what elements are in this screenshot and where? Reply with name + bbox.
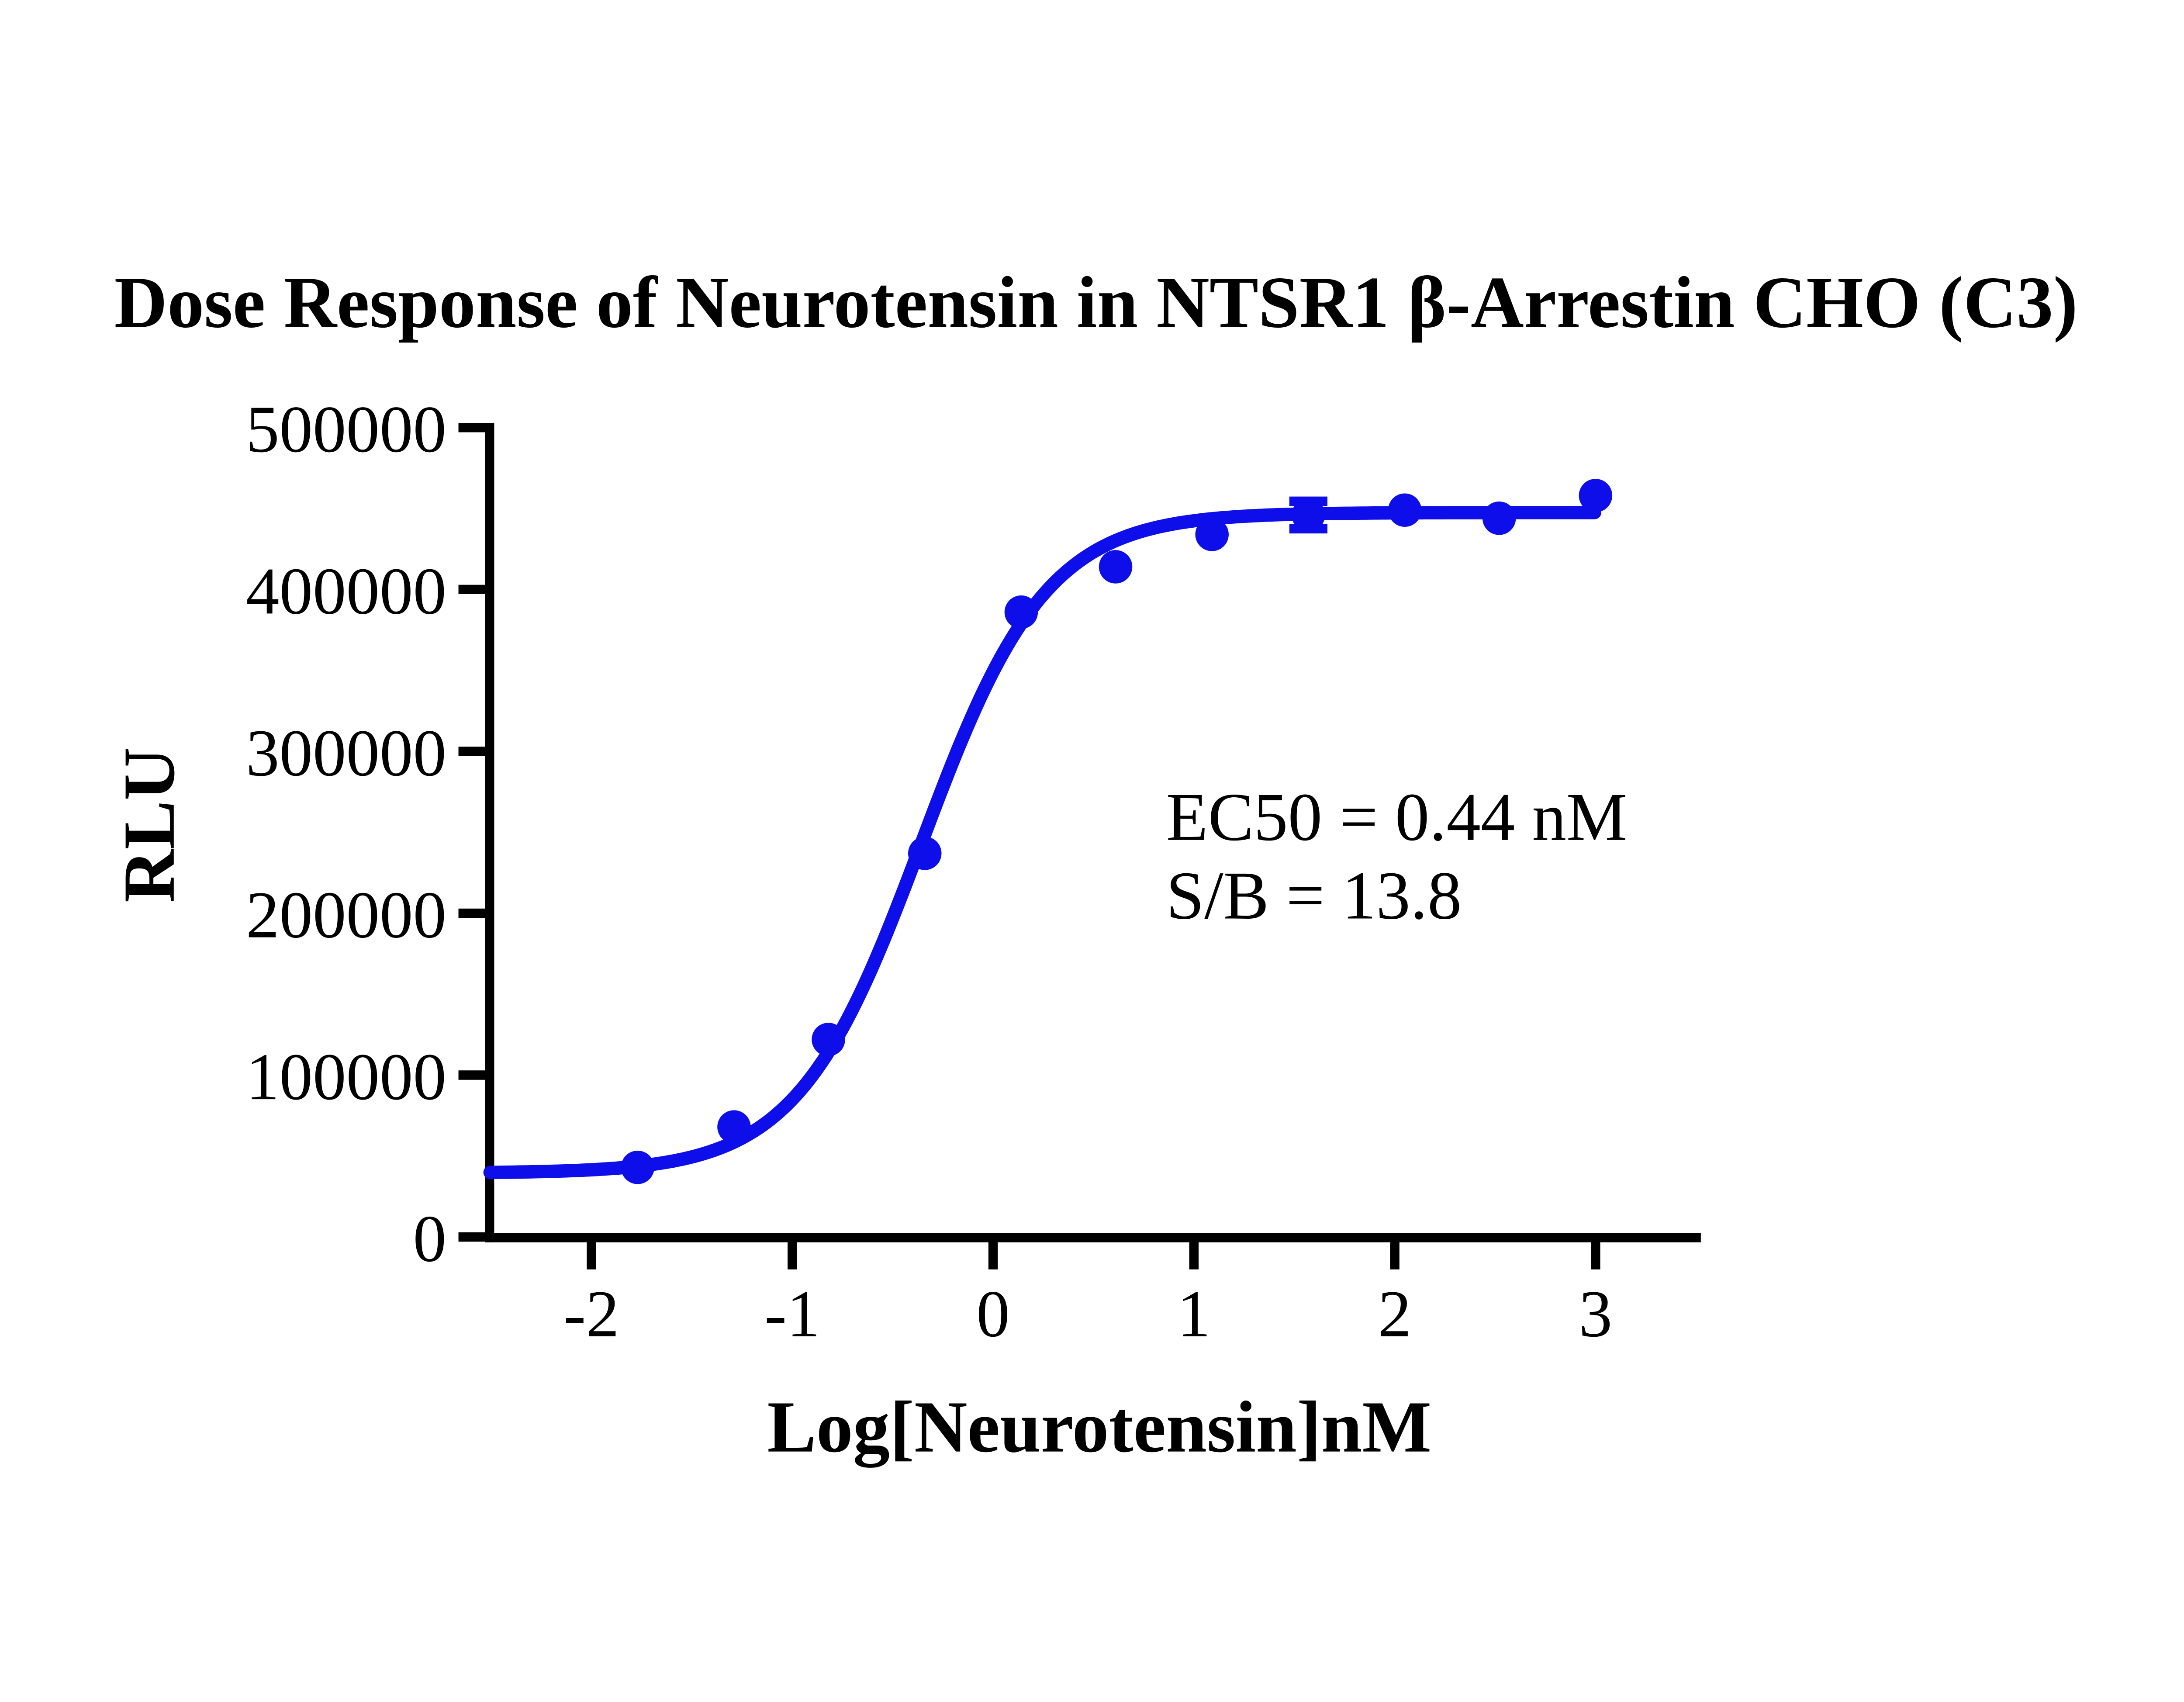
sb-annotation: S/B = 13.8 bbox=[1166, 858, 1462, 934]
x-tick-label: 3 bbox=[1579, 1277, 1613, 1351]
data-point-marker bbox=[1482, 502, 1516, 535]
data-point-marker bbox=[1579, 479, 1613, 512]
chart-title: Dose Response of Neurotensin in NTSR1 β-… bbox=[114, 262, 2078, 343]
plot-series bbox=[483, 479, 1613, 1184]
data-point-marker bbox=[1099, 550, 1133, 584]
data-point-marker bbox=[1195, 518, 1229, 551]
x-tick-label: 1 bbox=[1177, 1277, 1211, 1351]
data-point-marker bbox=[717, 1110, 751, 1144]
y-tick-label: 0 bbox=[413, 1202, 447, 1276]
x-tick-label: -1 bbox=[764, 1277, 820, 1351]
y-tick-label: 100000 bbox=[246, 1040, 446, 1114]
y-tick-label: 300000 bbox=[246, 716, 446, 790]
y-axis-label: RLU bbox=[109, 747, 190, 903]
axes: 0 100000 200000 300000 400000 500000 -2 -1 0 1 2 3 bbox=[246, 393, 1701, 1351]
data-point-marker bbox=[1388, 493, 1422, 527]
y-tick-label: 200000 bbox=[246, 879, 446, 952]
x-tick-label: 2 bbox=[1378, 1277, 1412, 1351]
x-tick-label: -2 bbox=[563, 1277, 619, 1351]
x-tick-label: 0 bbox=[976, 1277, 1010, 1351]
data-point-marker bbox=[1292, 498, 1325, 532]
data-point-marker bbox=[812, 1023, 845, 1056]
data-point-marker bbox=[621, 1150, 655, 1184]
data-point-marker bbox=[908, 837, 942, 870]
ec50-annotation: EC50 = 0.44 nM bbox=[1166, 779, 1627, 855]
data-point-marker bbox=[1004, 595, 1038, 629]
x-axis-label: Log[Neurotensin]nM bbox=[767, 1387, 1431, 1468]
y-tick-label: 400000 bbox=[246, 554, 446, 628]
y-tick-label: 500000 bbox=[246, 393, 446, 467]
